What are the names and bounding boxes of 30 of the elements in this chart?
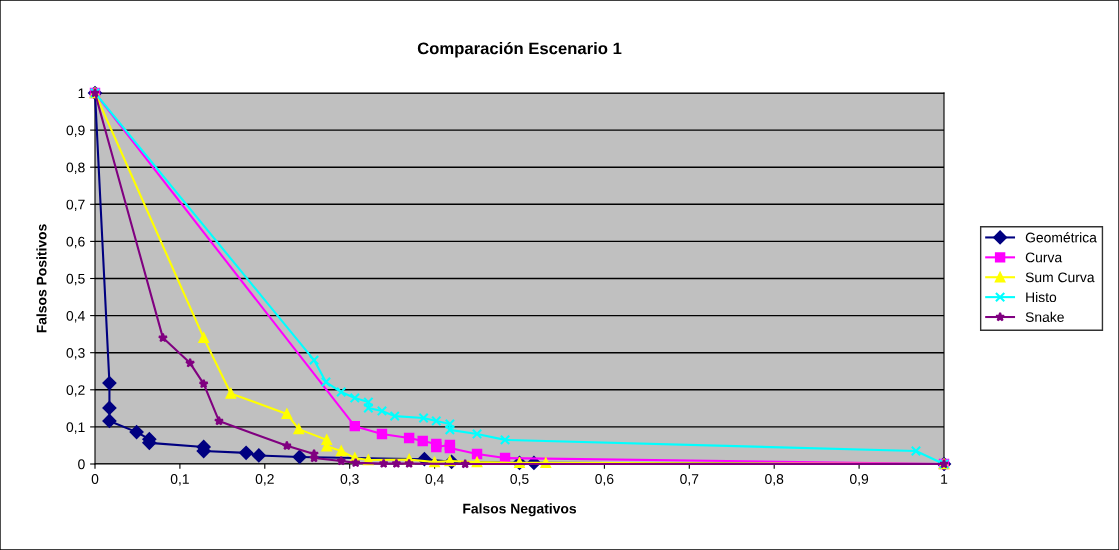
legend-label: Sum Curva bbox=[1025, 272, 1095, 283]
y-tick-label: 0 bbox=[78, 459, 85, 470]
x-tick-label: 0,8 bbox=[765, 474, 784, 486]
x-tick-label: 0,3 bbox=[340, 474, 359, 486]
legend-label: Curva bbox=[1025, 252, 1063, 263]
x-tick-label: 0,4 bbox=[425, 474, 444, 486]
y-tick-label: 0,8 bbox=[66, 162, 85, 175]
x-tick-label: 0,2 bbox=[255, 474, 274, 486]
legend-label: Geométrica bbox=[1025, 232, 1097, 243]
x-tick-label: 0,7 bbox=[680, 474, 699, 486]
legend-label: Histo bbox=[1026, 291, 1057, 303]
x-tick-label: 0 bbox=[91, 474, 99, 484]
y-tick-label: 0,2 bbox=[66, 385, 85, 397]
y-tick-label: 0,7 bbox=[66, 199, 85, 212]
y-tick-label: 0,6 bbox=[66, 236, 85, 249]
y-tick-label: 0,3 bbox=[66, 348, 85, 360]
x-tick-label: 0,6 bbox=[595, 474, 614, 486]
x-axis-title: Falsos Negativos bbox=[463, 503, 577, 517]
x-tick-label: 1 bbox=[941, 474, 948, 484]
y-tick-label: 0,5 bbox=[66, 273, 85, 286]
legend-label: Snake bbox=[1025, 311, 1064, 323]
y-tick-label: 1 bbox=[78, 88, 85, 99]
y-tick-label: 0,4 bbox=[66, 310, 85, 323]
y-tick-label: 0,9 bbox=[66, 125, 85, 137]
x-tick-label: 0,1 bbox=[170, 474, 189, 486]
chart-title: Comparación Escenario 1 bbox=[417, 41, 622, 58]
y-axis-title: Falsos Positivos bbox=[36, 224, 47, 333]
y-tick-label: 0,1 bbox=[66, 422, 85, 434]
x-tick-label: 0,9 bbox=[849, 474, 869, 486]
x-tick-label: 0,5 bbox=[510, 474, 529, 486]
